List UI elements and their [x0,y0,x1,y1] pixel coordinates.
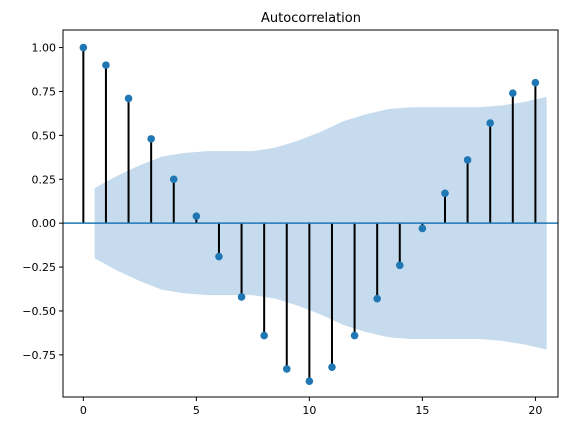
y-tick-label-2: 0.50 [32,129,57,142]
x-tick-label-15: 15 [415,404,429,417]
x-tick-label-5: 5 [193,404,200,417]
y-tick-label-3: 0.25 [32,173,57,186]
marker-lag-12 [350,331,359,340]
y-tick-label-1: 0.75 [32,85,57,98]
axes-frame [62,29,559,398]
plot-area [63,43,558,385]
marker-lag-20 [531,78,540,87]
marker-lag-9 [282,365,291,373]
marker-lag-18 [486,119,494,127]
marker-lag-3 [147,135,155,143]
marker-lag-2 [124,94,133,103]
chart-title: Autocorrelation [261,11,361,26]
marker-lag-11 [328,363,336,371]
axes: 0 5 10 15 20 1.00 0.75 0.50 0.25 0.00 −0.25 −0.50 −0… [22,29,559,417]
marker-lag-19 [508,89,517,98]
marker-lag-6 [215,252,223,261]
marker-lag-17 [463,156,472,164]
marker-lag-5 [192,212,201,220]
x-tick-label-10: 10 [302,404,316,417]
marker-lag-15 [418,224,427,233]
y-tick-label-5: −0.25 [22,261,56,274]
marker-lag-13 [373,294,381,303]
x-tick-label-20: 20 [528,404,542,417]
y-tick-label-4: 0.00 [32,217,57,230]
marker-lag-1 [102,61,110,69]
marker-lag-8 [260,331,268,340]
marker-lag-4 [169,175,178,184]
x-tick-label-0: 0 [80,404,87,417]
marker-lag-7 [237,293,246,301]
marker-lag-14 [395,261,404,270]
marker-lag-16 [441,189,449,198]
y-tick-label-0: 1.00 [32,42,57,55]
y-tick-label-6: −0.50 [22,305,56,318]
y-tick-label-7: −0.75 [22,349,56,362]
marker-lag-0 [79,43,88,52]
marker-lag-10 [305,377,314,385]
